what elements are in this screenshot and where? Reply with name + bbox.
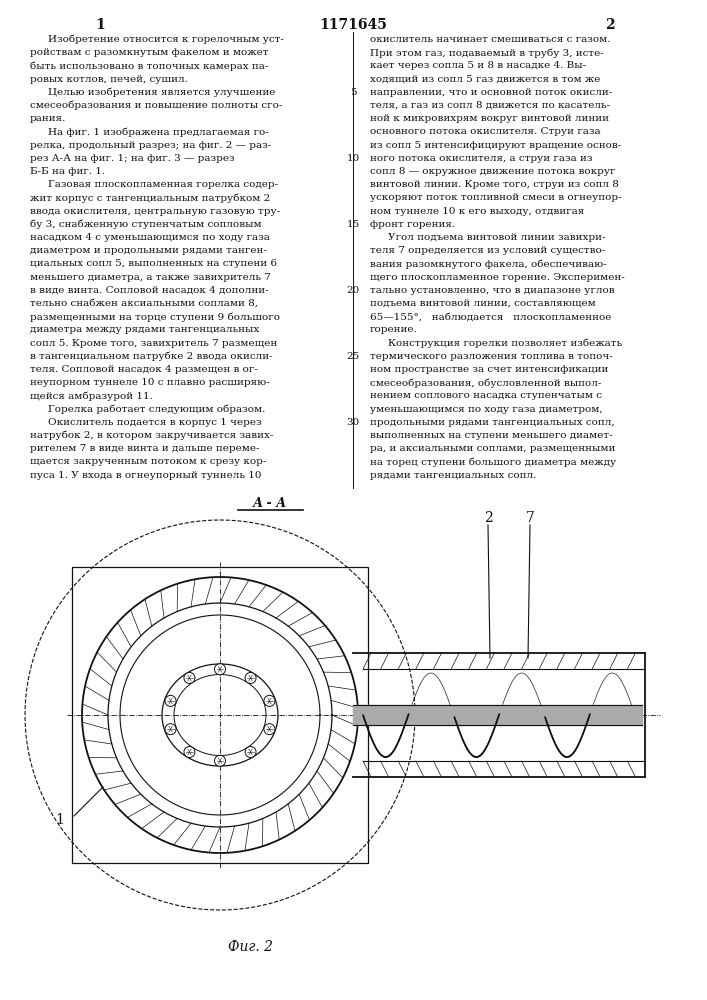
Text: размещенными на торце ступени 9 большого: размещенными на торце ступени 9 большого	[30, 312, 280, 322]
Text: 10: 10	[346, 154, 360, 163]
Text: ного потока окислителя, а струи газа из: ного потока окислителя, а струи газа из	[370, 154, 592, 163]
Circle shape	[165, 724, 176, 735]
Text: кает через сопла 5 и 8 в насадке 4. Вы-: кает через сопла 5 и 8 в насадке 4. Вы-	[370, 61, 586, 70]
Circle shape	[245, 672, 256, 683]
Text: быть использовано в топочных камерах па-: быть использовано в топочных камерах па-	[30, 61, 269, 71]
Circle shape	[264, 724, 275, 735]
Text: На фиг. 1 изображена предлагаемая го-: На фиг. 1 изображена предлагаемая го-	[48, 127, 269, 137]
Circle shape	[184, 672, 195, 683]
Text: 2: 2	[484, 511, 492, 525]
Text: подъема винтовой линии, составляющем: подъема винтовой линии, составляющем	[370, 299, 596, 308]
Text: ускоряют поток топливной смеси в огнеупор-: ускоряют поток топливной смеси в огнеупо…	[370, 193, 621, 202]
Text: пуса 1. У входа в огнеупорный туннель 10: пуса 1. У входа в огнеупорный туннель 10	[30, 471, 262, 480]
Text: рания.: рания.	[30, 114, 66, 123]
Text: 1: 1	[95, 18, 105, 32]
Text: Изобретение относится к горелочным уст-: Изобретение относится к горелочным уст-	[48, 35, 284, 44]
Circle shape	[165, 695, 176, 706]
Text: в виде винта. Сопловой насадок 4 дополни-: в виде винта. Сопловой насадок 4 дополни…	[30, 286, 269, 295]
Text: 65—155°,   наблюдается   плоскопламенное: 65—155°, наблюдается плоскопламенное	[370, 312, 612, 321]
Text: 15: 15	[346, 220, 360, 229]
Text: ходящий из сопл 5 газ движется в том же: ходящий из сопл 5 газ движется в том же	[370, 75, 600, 84]
Text: Газовая плоскопламенная горелка содер-: Газовая плоскопламенная горелка содер-	[48, 180, 278, 189]
Text: ровых котлов, печей, сушил.: ровых котлов, печей, сушил.	[30, 75, 188, 84]
Text: рядами тангенциальных сопл.: рядами тангенциальных сопл.	[370, 471, 537, 480]
Text: жит корпус с тангенциальным патрубком 2: жит корпус с тангенциальным патрубком 2	[30, 193, 270, 203]
Text: сопл 8 — окружное движение потока вокруг: сопл 8 — окружное движение потока вокруг	[370, 167, 616, 176]
Text: рителем 7 в виде винта и дальше переме-: рителем 7 в виде винта и дальше переме-	[30, 444, 259, 453]
Text: насадком 4 с уменьшающимся по ходу газа: насадком 4 с уменьшающимся по ходу газа	[30, 233, 270, 242]
Text: Угол подъема винтовой линии завихри-: Угол подъема винтовой линии завихри-	[388, 233, 605, 242]
Circle shape	[264, 695, 275, 706]
Text: винтовой линии. Кроме того, струи из сопл 8: винтовой линии. Кроме того, струи из соп…	[370, 180, 619, 189]
Text: релка, продольный разрез; на фиг. 2 — раз-: релка, продольный разрез; на фиг. 2 — ра…	[30, 141, 271, 150]
Text: щего плоскопламенное горение. Эксперимен-: щего плоскопламенное горение. Эксперимен…	[370, 273, 625, 282]
Text: Фиг. 2: Фиг. 2	[228, 940, 272, 954]
Text: Горелка работает следующим образом.: Горелка работает следующим образом.	[48, 405, 265, 414]
Text: фронт горения.: фронт горения.	[370, 220, 455, 229]
Text: основного потока окислителя. Струи газа: основного потока окислителя. Струи газа	[370, 127, 601, 136]
Text: тельно снабжен аксиальными соплами 8,: тельно снабжен аксиальными соплами 8,	[30, 299, 258, 308]
Text: вания разомкнутого факела, обеспечиваю-: вания разомкнутого факела, обеспечиваю-	[370, 259, 607, 269]
Text: термического разложения топлива в топоч-: термического разложения топлива в топоч-	[370, 352, 613, 361]
Text: в тангенциальном патрубке 2 ввода окисли-: в тангенциальном патрубке 2 ввода окисли…	[30, 352, 273, 361]
Text: 1: 1	[56, 813, 64, 827]
Text: Целью изобретения является улучшение: Целью изобретения является улучшение	[48, 88, 275, 97]
Text: Окислитель подается в корпус 1 через: Окислитель подается в корпус 1 через	[48, 418, 262, 427]
Text: рез А-А на фиг. 1; на фиг. 3 — разрез: рез А-А на фиг. 1; на фиг. 3 — разрез	[30, 154, 235, 163]
Text: Б-Б на фиг. 1.: Б-Б на фиг. 1.	[30, 167, 105, 176]
Text: уменьшающимся по ходу газа диаметром,: уменьшающимся по ходу газа диаметром,	[370, 405, 602, 414]
Text: 30: 30	[346, 418, 360, 427]
Text: окислитель начинает смешиваться с газом.: окислитель начинает смешиваться с газом.	[370, 35, 611, 44]
Text: щается закрученным потоком к срезу кор-: щается закрученным потоком к срезу кор-	[30, 457, 267, 466]
Text: 2: 2	[605, 18, 615, 32]
Text: из сопл 5 интенсифицируют вращение основ-: из сопл 5 интенсифицируют вращение основ…	[370, 141, 621, 150]
Text: сопл 5. Кроме того, завихритель 7 размещен: сопл 5. Кроме того, завихритель 7 размещ…	[30, 339, 277, 348]
Circle shape	[245, 747, 256, 758]
Text: ном туннеле 10 к его выходу, отдвигая: ном туннеле 10 к его выходу, отдвигая	[370, 207, 584, 216]
Text: выполненных на ступени меньшего диамет-: выполненных на ступени меньшего диамет-	[370, 431, 613, 440]
Text: 5: 5	[350, 88, 356, 97]
Text: на торец ступени большого диаметра между: на торец ступени большого диаметра между	[370, 457, 616, 467]
Circle shape	[184, 747, 195, 758]
Text: теля. Сопловой насадок 4 размещен в ог-: теля. Сопловой насадок 4 размещен в ог-	[30, 365, 258, 374]
Text: направлении, что и основной поток окисли-: направлении, что и основной поток окисли…	[370, 88, 612, 97]
Text: щейся амбразурой 11.: щейся амбразурой 11.	[30, 391, 153, 401]
Text: При этом газ, подаваемый в трубу 3, исте-: При этом газ, подаваемый в трубу 3, исте…	[370, 48, 604, 58]
Text: 20: 20	[346, 286, 360, 295]
Text: ввода окислителя, центральную газовую тру-: ввода окислителя, центральную газовую тр…	[30, 207, 280, 216]
Text: натрубок 2, в котором закручивается завих-: натрубок 2, в котором закручивается зави…	[30, 431, 274, 440]
Circle shape	[214, 755, 226, 766]
Text: бу 3, снабженную ступенчатым сопловым: бу 3, снабженную ступенчатым сопловым	[30, 220, 262, 229]
Text: смесеобразования и повышение полноты сго-: смесеобразования и повышение полноты сго…	[30, 101, 282, 110]
Text: тально установленно, что в диапазоне углов: тально установленно, что в диапазоне угл…	[370, 286, 614, 295]
Text: ройствам с разомкнутым факелом и может: ройствам с разомкнутым факелом и может	[30, 48, 269, 57]
Text: 7: 7	[525, 511, 534, 525]
Text: смесеобразования, обусловленной выпол-: смесеобразования, обусловленной выпол-	[370, 378, 602, 388]
Text: 25: 25	[346, 352, 360, 361]
Text: диаметром и продольными рядами танген-: диаметром и продольными рядами танген-	[30, 246, 267, 255]
Text: неупорном туннеле 10 с плавно расширяю-: неупорном туннеле 10 с плавно расширяю-	[30, 378, 270, 387]
Text: ном пространстве за счет интенсификации: ном пространстве за счет интенсификации	[370, 365, 609, 374]
Text: нением соплового насадка ступенчатым с: нением соплового насадка ступенчатым с	[370, 391, 602, 400]
Text: 1171645: 1171645	[319, 18, 387, 32]
Text: продольными рядами тангенциальных сопл,: продольными рядами тангенциальных сопл,	[370, 418, 614, 427]
Text: ной к микровихрям вокруг винтовой линии: ной к микровихрям вокруг винтовой линии	[370, 114, 609, 123]
Text: Конструкция горелки позволяет избежать: Конструкция горелки позволяет избежать	[388, 339, 622, 348]
Circle shape	[214, 664, 226, 675]
Text: горение.: горение.	[370, 325, 418, 334]
Text: А - А: А - А	[253, 497, 287, 510]
Bar	[72, 567, 368, 863]
Text: теля 7 определяется из условий существо-: теля 7 определяется из условий существо-	[370, 246, 605, 255]
Text: теля, а газ из сопл 8 движется по касатель-: теля, а газ из сопл 8 движется по касате…	[370, 101, 610, 110]
Text: диаметра между рядами тангенциальных: диаметра между рядами тангенциальных	[30, 325, 259, 334]
Text: меньшего диаметра, а также завихритель 7: меньшего диаметра, а также завихритель 7	[30, 273, 271, 282]
Text: циальных сопл 5, выполненных на ступени 6: циальных сопл 5, выполненных на ступени …	[30, 259, 277, 268]
Text: ра, и аксиальными соплами, размещенными: ра, и аксиальными соплами, размещенными	[370, 444, 615, 453]
